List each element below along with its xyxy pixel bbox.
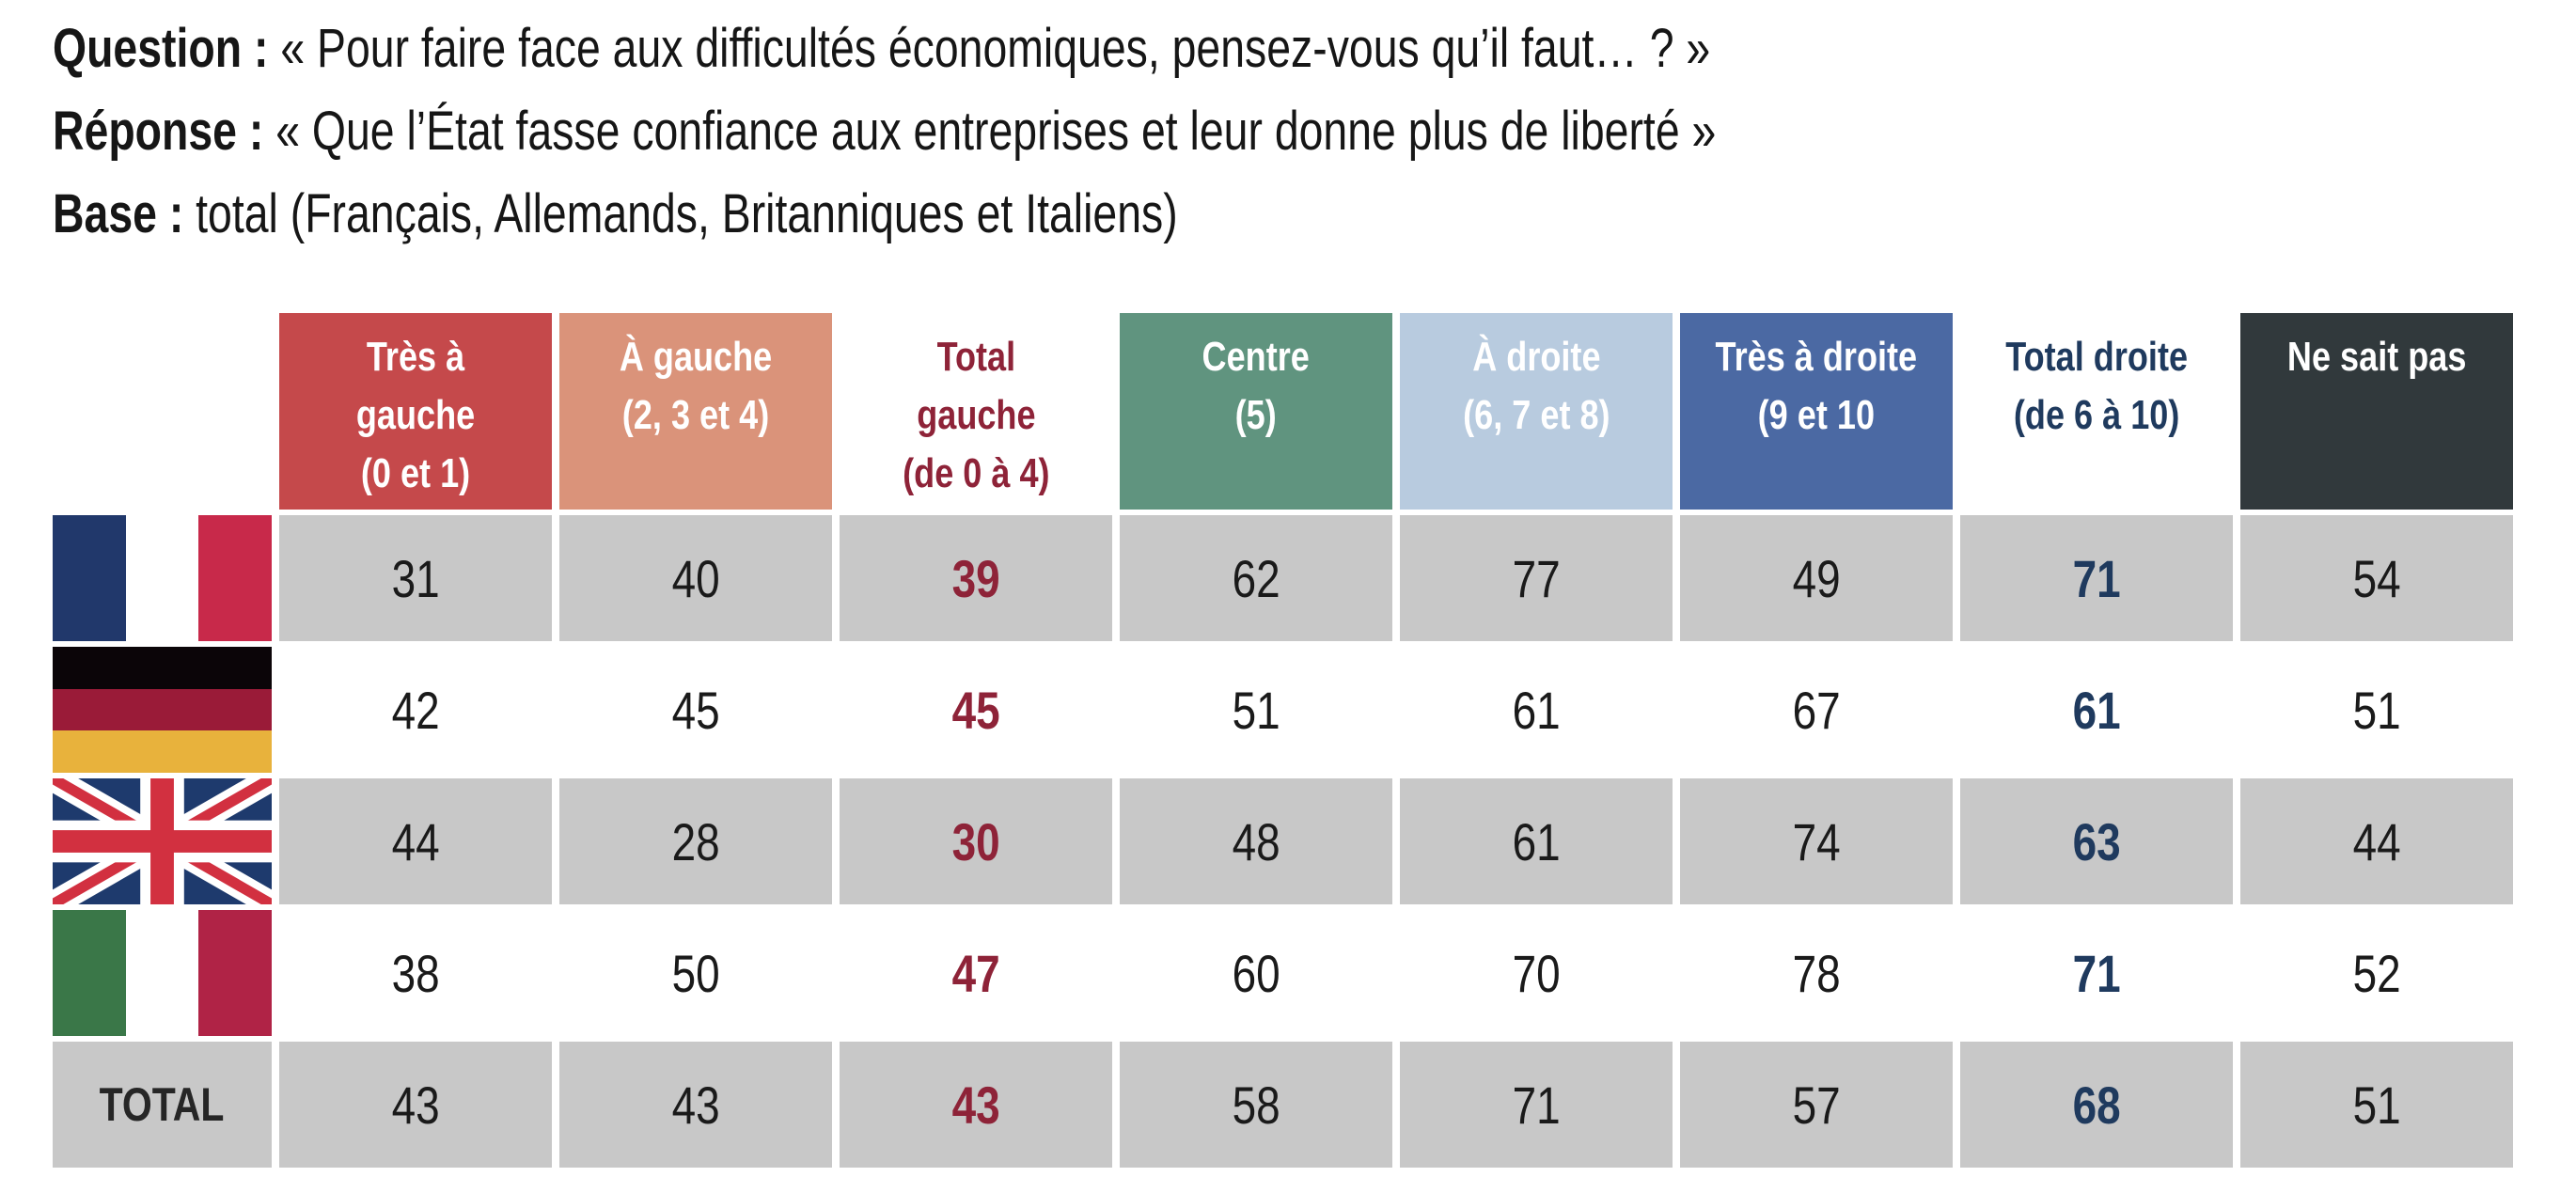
value-cell: 43 <box>840 1042 1112 1168</box>
value-cell: 74 <box>1680 778 1953 904</box>
col-header-a-droite: À droite (6, 7 et 8) <box>1400 313 1673 510</box>
value-cell: 58 <box>1120 1042 1392 1168</box>
col-header-label: Centre (5) <box>1202 334 1311 438</box>
uk-flag-icon <box>53 778 272 904</box>
col-header-a-gauche: À gauche (2, 3 et 4) <box>559 313 832 510</box>
value-cell: 45 <box>951 680 1000 740</box>
value-cell: 31 <box>279 515 552 641</box>
col-header-label: Très à gauche (0 et 1) <box>355 334 476 496</box>
reponse-label: Réponse : <box>53 101 264 162</box>
value-cell: 44 <box>2240 778 2513 904</box>
col-header-total-gauche: Total gauche (de 0 à 4) <box>840 313 1112 510</box>
value-cell: 61 <box>1400 778 1673 904</box>
value-cell: 43 <box>559 1042 832 1168</box>
col-header-label: Très à droite (9 et 10 <box>1715 334 1918 438</box>
value-cell: 47 <box>951 943 1000 1003</box>
col-header-centre: Centre (5) <box>1120 313 1392 510</box>
corner-cell <box>53 313 272 510</box>
base-label: Base : <box>53 183 184 244</box>
value-cell: 71 <box>2072 943 2121 1003</box>
value-cell: 54 <box>2240 515 2513 641</box>
col-header-ne-sait-pas: Ne sait pas <box>2240 313 2513 510</box>
italy-flag-icon <box>53 910 273 1036</box>
value-cell: 44 <box>279 778 552 904</box>
value-cell: 78 <box>1792 943 1841 1003</box>
value-cell: 67 <box>1792 680 1841 740</box>
germany-flag-icon <box>53 647 272 774</box>
value-cell: 71 <box>1400 1042 1673 1168</box>
value-cell: 61 <box>2072 680 2121 740</box>
value-cell: 42 <box>391 680 440 740</box>
reponse-line: Réponse : « Que l’État fasse confiance a… <box>53 90 2132 173</box>
col-header-label: Total droite (de 6 à 10) <box>2005 334 2188 438</box>
col-header-tres-a-droite: Très à droite (9 et 10 <box>1680 313 1953 510</box>
value-cell: 52 <box>2352 943 2401 1003</box>
row-label-france <box>53 515 273 641</box>
value-cell: 49 <box>1680 515 1953 641</box>
value-cell: 77 <box>1400 515 1673 641</box>
value-cell: 28 <box>559 778 832 904</box>
question-text: « Pour faire face aux difficultés économ… <box>268 18 1711 79</box>
question-label: Question : <box>53 18 269 79</box>
col-header-label: Ne sait pas <box>2286 334 2467 380</box>
row-label-italy <box>53 910 273 1036</box>
base-line: Base : total (Français, Allemands, Brita… <box>53 173 2132 256</box>
value-cell: 71 <box>1960 515 2233 641</box>
value-cell: 63 <box>1960 778 2233 904</box>
value-cell: 50 <box>671 943 720 1003</box>
col-header-tres-a-gauche: Très à gauche (0 et 1) <box>279 313 552 510</box>
france-flag-icon <box>53 515 273 641</box>
col-header-label: Total gauche (de 0 à 4) <box>902 334 1050 496</box>
col-header-label: À droite (6, 7 et 8) <box>1462 334 1610 438</box>
intro-block: Question : « Pour faire face aux difficu… <box>53 8 2132 256</box>
value-cell: 40 <box>559 515 832 641</box>
row-label-total: TOTAL <box>53 1042 272 1168</box>
value-cell: 51 <box>2352 680 2401 740</box>
value-cell: 68 <box>1960 1042 2233 1168</box>
results-table: Très à gauche (0 et 1) À gauche (2, 3 et… <box>53 313 2513 1168</box>
value-cell: 62 <box>1120 515 1392 641</box>
value-cell: 51 <box>2240 1042 2513 1168</box>
base-text: total (Français, Allemands, Britanniques… <box>183 183 1178 244</box>
value-cell: 57 <box>1680 1042 1953 1168</box>
value-cell: 70 <box>1512 943 1561 1003</box>
value-cell: 48 <box>1120 778 1392 904</box>
value-cell: 39 <box>840 515 1112 641</box>
value-cell: 45 <box>671 680 720 740</box>
value-cell: 51 <box>1232 680 1280 740</box>
value-cell: 61 <box>1512 680 1561 740</box>
reponse-text: « Que l’État fasse confiance aux entrepr… <box>263 101 1717 162</box>
col-header-label: À gauche (2, 3 et 4) <box>619 334 773 438</box>
row-label-uk <box>53 778 272 904</box>
col-header-total-droite: Total droite (de 6 à 10) <box>1960 313 2233 510</box>
value-cell: 38 <box>391 943 440 1003</box>
value-cell: 30 <box>840 778 1112 904</box>
value-cell: 43 <box>279 1042 552 1168</box>
value-cell: 60 <box>1232 943 1280 1003</box>
question-line: Question : « Pour faire face aux difficu… <box>53 8 2132 90</box>
row-label-germany <box>53 647 272 774</box>
